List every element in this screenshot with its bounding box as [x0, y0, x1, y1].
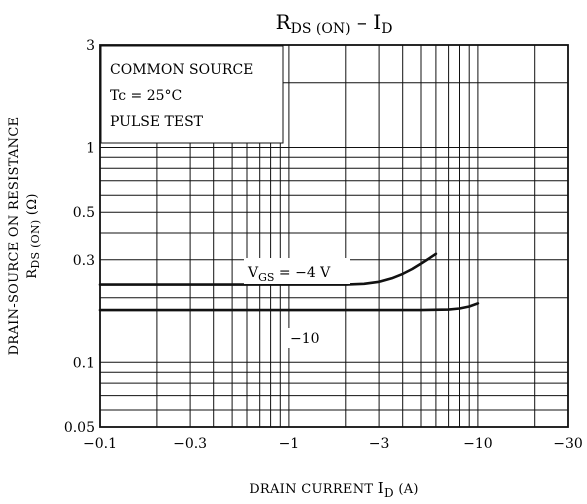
x-tick-label: −3	[369, 436, 390, 452]
y-tick-label: 0.5	[73, 205, 95, 221]
title-sep: –	[357, 10, 367, 34]
label-bg-vgs-4	[244, 258, 350, 284]
y-tick-label: 0.1	[73, 355, 95, 371]
y-tick-labels: 0.05 0.1 0.3 0.5 1 3	[64, 38, 95, 436]
y-axis-label-line2: RDS (ON) (Ω)	[25, 193, 42, 279]
series-label-var: V	[247, 265, 259, 281]
condition-pulse-test: PULSE TEST	[110, 114, 204, 130]
x-axis-label: DRAIN CURRENT ID (A)	[249, 479, 419, 500]
conditions-box	[100, 45, 284, 144]
x-axis-label-var-sub: D	[384, 486, 394, 500]
condition-common-source: COMMON SOURCE	[110, 62, 253, 78]
y-tick-label: 3	[86, 38, 95, 54]
series-line-1	[98, 302, 480, 312]
label-bg-vgs-10	[286, 328, 330, 348]
y-axis-label-unit: (Ω)	[25, 193, 40, 215]
y-axis-label-var-sub: DS (ON)	[29, 219, 42, 268]
title-var: I	[373, 10, 381, 34]
series-label-vgs-10: −10	[290, 331, 320, 347]
chart-title: RDS (ON) – ID	[276, 10, 393, 37]
x-axis-label-unit: (A)	[398, 482, 418, 497]
plot-frame	[99, 44, 569, 428]
y-axis-label-var: R	[25, 268, 40, 279]
x-tick-label: −0.3	[173, 436, 207, 452]
series-line-0	[98, 252, 438, 286]
x-axis-label-var: I	[378, 479, 384, 497]
y-axis-label-line1: DRAIN-SOURCE ON RESISTANCE	[7, 117, 22, 356]
y-tick-label: 0.05	[64, 420, 95, 436]
y-tick-label: 0.3	[73, 253, 95, 269]
x-axis-label-text: DRAIN CURRENT	[249, 482, 373, 497]
series-label-sub: GS	[258, 271, 274, 284]
series-label-vgs-4: VGS = −4 V	[247, 265, 331, 284]
title-main-sub: DS (ON)	[291, 21, 351, 37]
series-layer	[98, 252, 480, 312]
x-tick-label: −30	[553, 436, 583, 452]
condition-temperature: Tc = 25°C	[110, 88, 182, 104]
title-var-sub: D	[381, 21, 392, 37]
y-tick-label: 1	[86, 141, 95, 157]
x-tick-labels: −0.1 −0.3 −1 −3 −10 −30	[83, 436, 583, 452]
series-label-rest: = −4 V	[274, 265, 331, 281]
x-tick-label: −10	[463, 436, 493, 452]
x-tick-label: −0.1	[83, 436, 117, 452]
x-tick-label: −1	[279, 436, 300, 452]
y-axis-label: DRAIN-SOURCE ON RESISTANCE RDS (ON) (Ω)	[7, 117, 42, 356]
title-main: R	[276, 10, 292, 34]
